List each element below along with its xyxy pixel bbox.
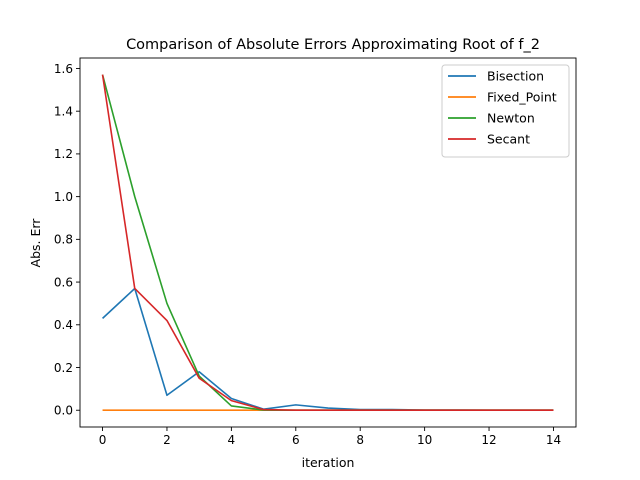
y-tick-label: 0.4 — [54, 318, 73, 332]
x-tick-label: 14 — [546, 433, 561, 447]
x-tick-label: 2 — [163, 433, 171, 447]
series-line-secant — [101, 74, 554, 412]
x-tick-label: 12 — [481, 433, 496, 447]
y-tick-label: 0.8 — [54, 233, 73, 247]
x-tick-label: 10 — [417, 433, 432, 447]
y-tick-label: 1.4 — [54, 104, 73, 118]
legend-label-newton: Newton — [487, 111, 535, 126]
x-tick-label: 8 — [356, 433, 364, 447]
y-tick-label: 1.6 — [54, 62, 73, 76]
plot-area: 0 2 4 6 8 10 12 14 0.0 0.2 0.4 0.6 0.8 1.0 1.2 1.4 1.6 — [54, 57, 577, 447]
legend-label-bisection: Bisection — [487, 69, 544, 84]
legend-label-fixed-point: Fixed_Point — [487, 90, 557, 105]
y-tick-label: 0.2 — [54, 361, 73, 375]
legend: Bisection Fixed_Point Newton Secant — [441, 64, 570, 158]
y-tick-label: 0.0 — [54, 404, 73, 418]
legend-box — [441, 64, 570, 158]
series-line-bisection — [102, 287, 554, 412]
plot-frame — [79, 57, 577, 428]
y-axis-label: Abs. Err — [28, 218, 43, 268]
x-tick-label: 4 — [228, 433, 236, 447]
y-tick-label: 0.6 — [54, 275, 73, 289]
chart-title: Comparison of Absolute Errors Approximat… — [126, 37, 540, 53]
y-tick-label: 1.0 — [54, 190, 73, 204]
y-tick-label: 1.2 — [54, 147, 73, 161]
x-tick-label: 6 — [292, 433, 300, 447]
x-axis-label: iteration — [302, 455, 355, 470]
legend-label-secant: Secant — [487, 132, 530, 147]
x-tick-label: 0 — [99, 433, 107, 447]
